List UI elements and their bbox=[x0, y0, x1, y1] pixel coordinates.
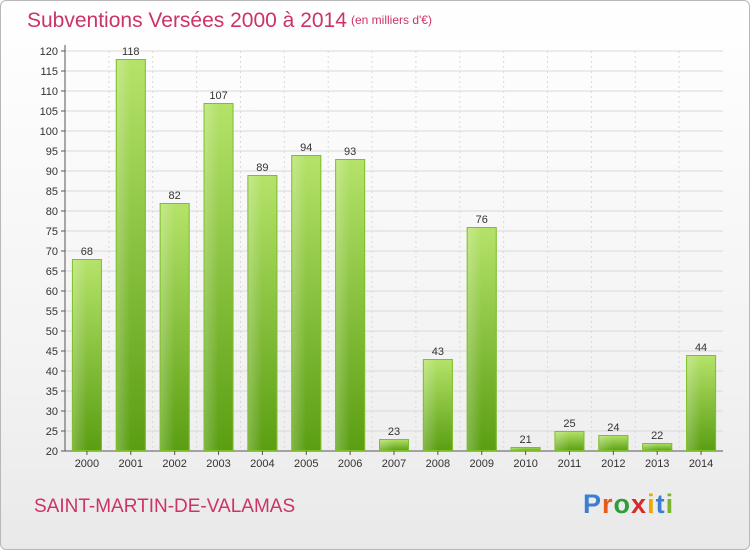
unit-note: (en milliers d'€) bbox=[351, 13, 432, 27]
bar-outline bbox=[247, 175, 278, 451]
x-tick-label-2003: 2003 bbox=[206, 458, 230, 470]
value-label-2006: 93 bbox=[344, 146, 356, 158]
value-label-2010: 21 bbox=[519, 434, 531, 446]
value-label-2004: 89 bbox=[256, 162, 268, 174]
value-label-2013: 22 bbox=[651, 430, 663, 442]
y-tick-label: 50 bbox=[46, 326, 58, 338]
y-tick-label: 20 bbox=[46, 446, 58, 458]
y-tick-label: 105 bbox=[40, 106, 58, 118]
x-tick-label-2010: 2010 bbox=[513, 458, 537, 470]
value-label-2005: 94 bbox=[300, 142, 312, 154]
y-tick-label: 120 bbox=[40, 46, 58, 58]
bar-highlight bbox=[554, 431, 570, 451]
y-tick-label: 70 bbox=[46, 246, 58, 258]
y-tick-label: 80 bbox=[46, 206, 58, 218]
x-tick-label-2005: 2005 bbox=[294, 458, 318, 470]
y-tick-label: 85 bbox=[46, 186, 58, 198]
bar-highlight bbox=[71, 259, 87, 451]
y-tick-label: 30 bbox=[46, 406, 58, 418]
commune-name: SAINT-MARTIN-DE-VALAMAS bbox=[34, 496, 296, 517]
value-label-2008: 43 bbox=[432, 346, 444, 358]
bar-highlight bbox=[159, 203, 175, 451]
bars bbox=[71, 59, 717, 451]
bar-outline bbox=[379, 439, 409, 451]
value-label-2007: 23 bbox=[388, 426, 400, 438]
bar-highlight bbox=[598, 435, 614, 451]
y-tick-label: 95 bbox=[46, 146, 58, 158]
y-tick-label: 110 bbox=[40, 86, 58, 98]
bar-highlight bbox=[247, 175, 263, 451]
bar-highlight bbox=[466, 227, 482, 451]
bar-highlight bbox=[203, 103, 219, 451]
bar-outline bbox=[554, 431, 585, 451]
value-label-2009: 76 bbox=[476, 214, 488, 226]
x-tick-label-2011: 2011 bbox=[558, 458, 582, 470]
bar-highlight bbox=[335, 159, 351, 451]
value-label-2000: 68 bbox=[81, 246, 93, 258]
bar-highlight bbox=[115, 59, 131, 451]
bar-highlight bbox=[510, 447, 526, 451]
x-tick-label-2004: 2004 bbox=[250, 458, 274, 470]
bar-highlight bbox=[291, 155, 307, 451]
y-tick-label: 90 bbox=[46, 166, 58, 178]
bar-highlight bbox=[686, 355, 702, 451]
bar-outline bbox=[466, 227, 497, 451]
y-tick-label: 60 bbox=[46, 286, 58, 298]
x-tick-label-2008: 2008 bbox=[426, 458, 450, 470]
bar-outline bbox=[115, 59, 146, 451]
x-tick-label-2007: 2007 bbox=[382, 458, 406, 470]
bar-highlight bbox=[422, 359, 438, 451]
x-tick-label-2000: 2000 bbox=[75, 458, 99, 470]
bar-outline bbox=[291, 155, 322, 451]
bar-outline bbox=[335, 159, 366, 451]
bar-outline bbox=[71, 259, 102, 451]
y-tick-label: 75 bbox=[46, 226, 58, 238]
value-label-2002: 82 bbox=[169, 190, 181, 202]
proxiti-logo: Proxiti bbox=[583, 489, 675, 519]
y-tick-label: 115 bbox=[40, 66, 58, 78]
y-tick-label: 40 bbox=[46, 366, 58, 378]
x-tick-label-2013: 2013 bbox=[645, 458, 669, 470]
y-tick-label: 65 bbox=[46, 266, 58, 278]
x-tick-label-2002: 2002 bbox=[162, 458, 186, 470]
bar-outline bbox=[686, 355, 717, 451]
bar-outline bbox=[159, 203, 190, 451]
y-tick-label: 35 bbox=[46, 386, 58, 398]
value-label-2014: 44 bbox=[695, 342, 707, 354]
bar-outline bbox=[510, 447, 541, 451]
bar-outline bbox=[203, 103, 234, 451]
y-tick-label: 100 bbox=[40, 126, 58, 138]
value-label-2012: 24 bbox=[607, 422, 619, 434]
x-tick-label-2006: 2006 bbox=[338, 458, 362, 470]
x-tick-label-2014: 2014 bbox=[689, 458, 713, 470]
y-tick-label: 25 bbox=[46, 426, 58, 438]
bar-outline bbox=[642, 443, 673, 451]
bar-highlight bbox=[642, 443, 658, 451]
y-tick-label: 55 bbox=[46, 306, 58, 318]
x-tick-label-2009: 2009 bbox=[469, 458, 493, 470]
labels: 20 25 30 35 40 45 50 55 60 65 70 75 80 85 90 95 100 105 11… bbox=[40, 46, 714, 470]
bar-highlight bbox=[379, 439, 394, 451]
x-tick-label-2001: 2001 bbox=[119, 458, 143, 470]
value-label-2001: 118 bbox=[122, 46, 140, 58]
value-label-2003: 107 bbox=[209, 90, 227, 102]
x-tick-label-2012: 2012 bbox=[601, 458, 625, 470]
y-tick-label: 45 bbox=[46, 346, 58, 358]
bar-outline bbox=[422, 359, 453, 451]
chart-title: Subventions Versées 2000 à 2014 bbox=[27, 9, 347, 32]
bar-outline bbox=[598, 435, 629, 451]
value-label-2011: 25 bbox=[563, 418, 575, 430]
